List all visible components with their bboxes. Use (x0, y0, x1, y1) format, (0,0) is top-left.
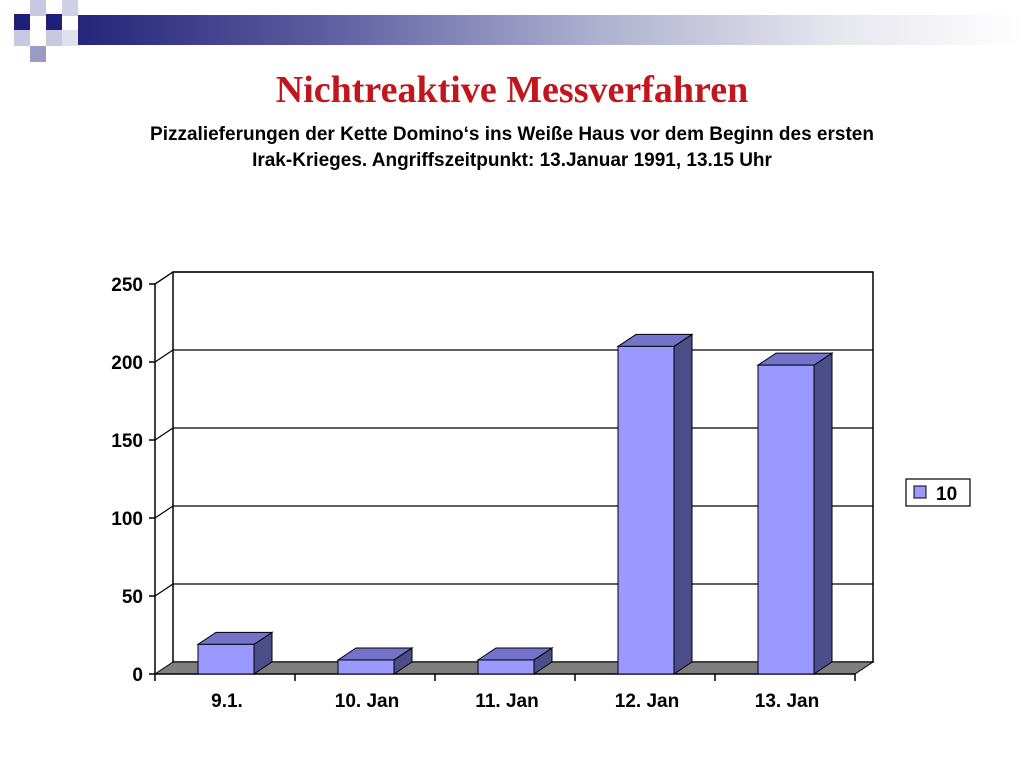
header-gradient-bar (78, 15, 1024, 45)
deco-square (14, 14, 30, 30)
x-tick-label: 10. Jan (335, 691, 399, 712)
x-tick-label: 9.1. (211, 691, 243, 712)
gridline-side (154, 505, 174, 519)
deco-square (62, 0, 78, 16)
x-tick-label: 12. Jan (615, 691, 679, 712)
y-tick-label: 200 (111, 353, 143, 374)
bar-front (617, 345, 675, 675)
bar-front (197, 643, 255, 675)
y-tick-label: 50 (122, 587, 143, 608)
deco-square (30, 0, 46, 16)
y-tick-label: 150 (111, 431, 143, 452)
deco-square (62, 30, 78, 46)
deco-square (14, 30, 30, 46)
legend-label: 10 (936, 484, 957, 505)
gridline-side (154, 349, 174, 363)
bar (196, 631, 274, 675)
slide-subtitle: Pizzalieferungen der Kette Domino‘s ins … (120, 122, 904, 174)
bar-side (673, 333, 693, 675)
bar (616, 333, 694, 675)
deco-square (46, 14, 62, 30)
x-tick-label: 11. Jan (475, 691, 538, 712)
y-tick-label: 0 (132, 665, 143, 686)
bar-front (337, 659, 395, 675)
bar (336, 647, 414, 675)
deco-square (30, 46, 46, 62)
legend-swatch (913, 485, 927, 499)
bar-side (813, 352, 833, 675)
subtitle-line-2: Irak-Krieges. Angriffszeitpunkt: 13.Janu… (252, 150, 772, 171)
bar (476, 647, 554, 675)
bar-front (757, 364, 815, 675)
header-decoration (0, 0, 1024, 62)
y-tick-label: 250 (111, 275, 143, 296)
y-axis-top-edge (154, 271, 174, 285)
y-tick-label: 100 (111, 509, 143, 530)
gridline-side (154, 583, 174, 597)
deco-square (46, 30, 62, 46)
x-tick-label: 13. Jan (755, 691, 819, 712)
slide-title: Nichtreaktive Messverfahren (275, 69, 749, 111)
bar-front (477, 659, 535, 675)
subtitle-line-1: Pizzalieferungen der Kette Domino‘s ins … (150, 124, 874, 145)
bar (756, 352, 834, 675)
plot-back-wall (172, 271, 874, 663)
gridline-side (154, 427, 174, 441)
